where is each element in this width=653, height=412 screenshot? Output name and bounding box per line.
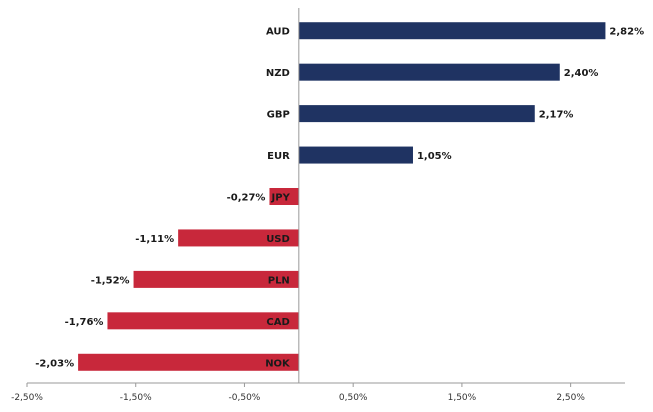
x-tick-label: -2,50%	[11, 393, 43, 403]
value-label-nzd: 2,40%	[564, 68, 599, 79]
value-label-cad: -1,76%	[65, 317, 104, 328]
bar-usd	[178, 229, 299, 247]
category-label-eur: EUR	[267, 151, 290, 162]
x-tick-label: -0,50%	[229, 393, 261, 403]
x-tick-label: 1,50%	[448, 393, 477, 403]
value-label-eur: 1,05%	[417, 151, 452, 162]
bar-cad	[107, 312, 299, 330]
category-label-nzd: NZD	[266, 68, 290, 79]
category-label-gbp: GBP	[267, 110, 290, 121]
bar-nok	[78, 353, 299, 371]
bar-aud	[298, 22, 606, 40]
category-label-usd: USD	[266, 234, 290, 245]
x-tick-label: 0,50%	[339, 393, 368, 403]
bars-layer	[78, 22, 606, 371]
bar-eur	[298, 146, 413, 164]
category-label-jpy: JPY	[271, 193, 291, 204]
x-axis: -2,50% -1,50% -0,50% 0,50% 1,50% 2,50%	[11, 8, 625, 403]
x-tick-label: 2,50%	[556, 393, 585, 403]
x-tick-label: -1,50%	[120, 393, 152, 403]
value-label-jpy: -0,27%	[227, 193, 266, 204]
category-label-cad: CAD	[266, 317, 289, 328]
value-label-nok: -2,03%	[35, 358, 74, 369]
value-label-gbp: 2,17%	[539, 110, 574, 121]
bar-jpy	[269, 188, 299, 205]
value-label-aud: 2,82%	[609, 27, 644, 38]
bar-pln	[133, 270, 299, 288]
category-label-aud: AUD	[266, 27, 290, 38]
bar-gbp	[298, 105, 535, 123]
category-label-nok: NOK	[265, 358, 291, 369]
category-label-pln: PLN	[268, 275, 290, 286]
value-label-usd: -1,11%	[135, 234, 174, 245]
value-label-pln: -1,52%	[91, 275, 130, 286]
bar-nzd	[298, 63, 560, 81]
labels-layer: AUD 2,82% NZD 2,40% GBP 2,17% EUR 1,05% JPY -0,27…	[35, 27, 644, 370]
